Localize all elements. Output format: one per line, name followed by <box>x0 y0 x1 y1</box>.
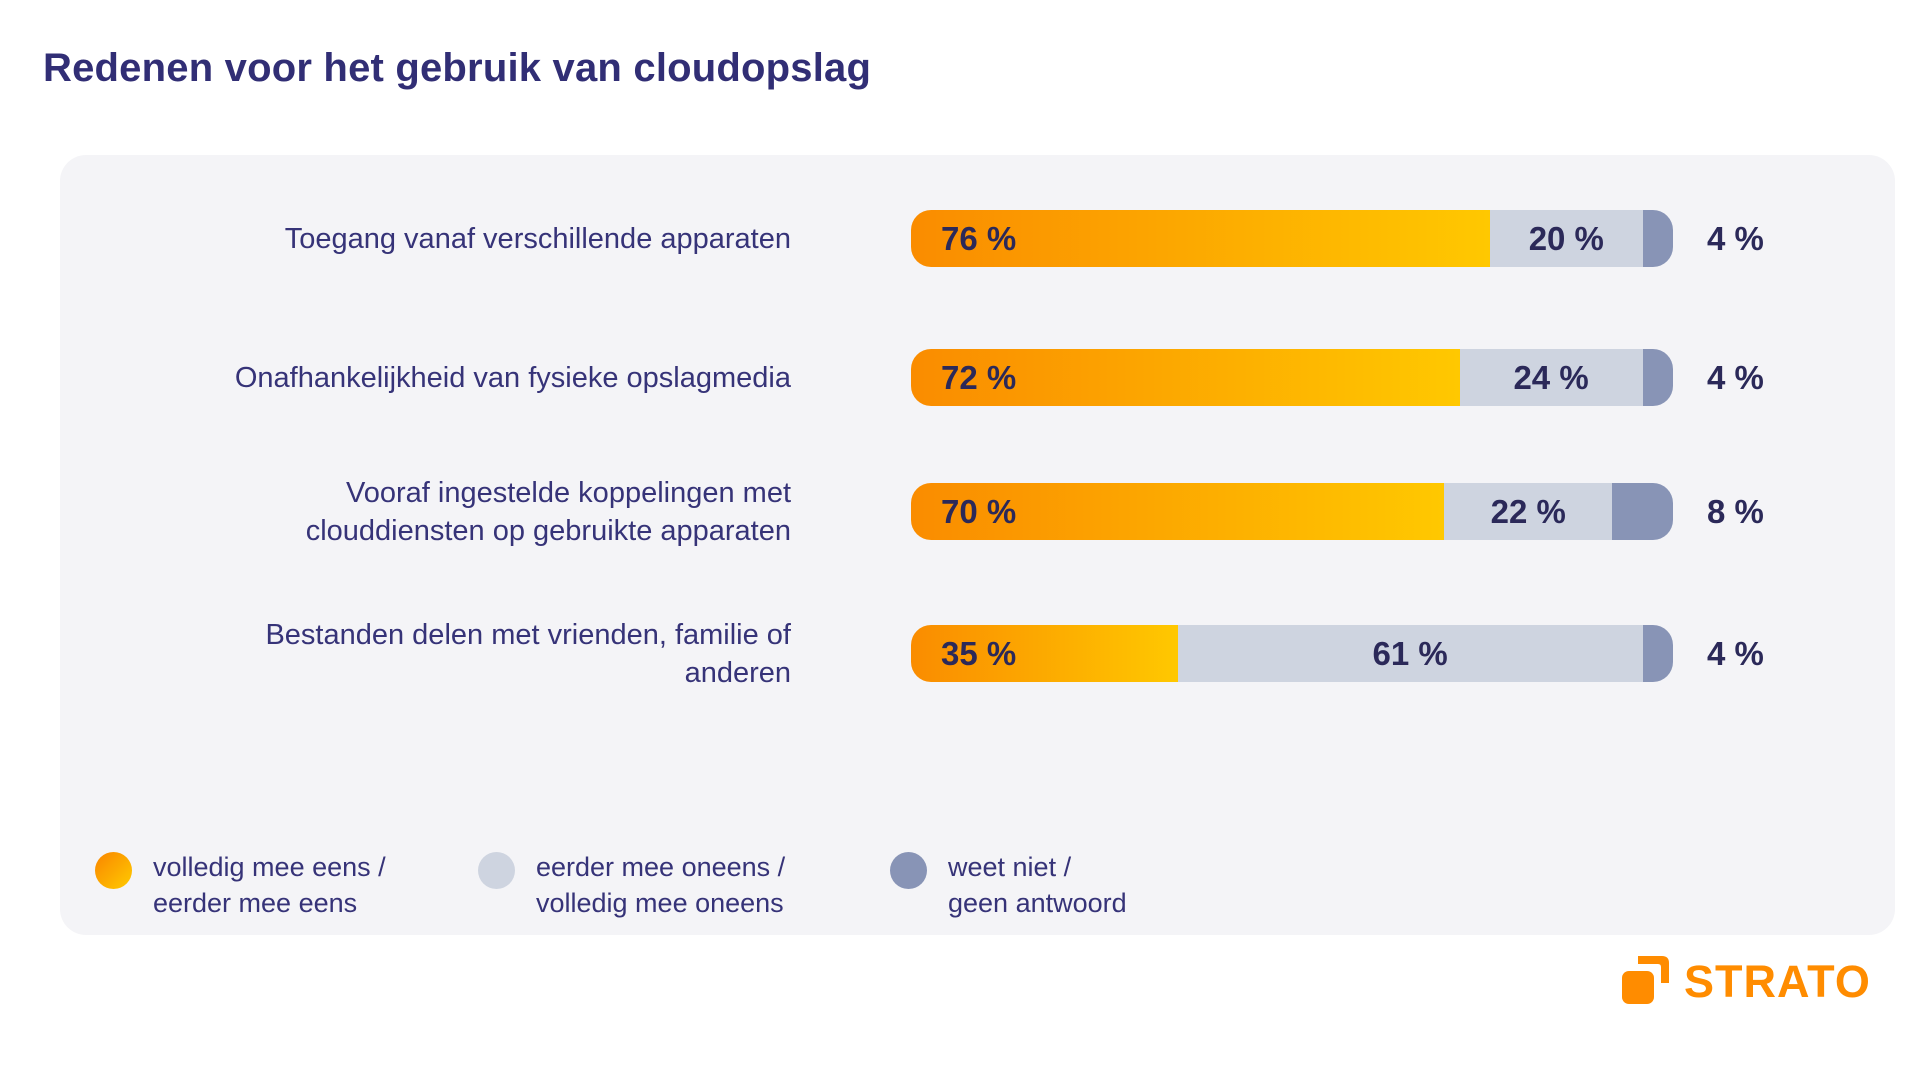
segment-unknown <box>1642 349 1673 406</box>
segment-disagree: 61 % <box>1177 625 1643 682</box>
value-label-disagree: 24 % <box>1513 358 1589 396</box>
segment-agree: 35 % <box>911 625 1178 682</box>
stacked-bar: 35 % 61 % <box>911 625 1673 682</box>
category-label: Onafhankelijkheid van fysieke opslagmedi… <box>234 361 791 394</box>
legend-item-agree: volledig mee eens / eerder mee eens <box>95 849 386 921</box>
category-label: Vooraf ingestelde koppelingen met cloudd… <box>305 476 791 547</box>
stacked-bar: 76 % 20 % <box>911 210 1673 267</box>
stacked-bar: 72 % 24 % <box>911 349 1673 406</box>
value-label-agree: 70 % <box>941 492 1017 530</box>
bar-row: Onafhankelijkheid van fysieke opslagmedi… <box>60 349 1895 406</box>
legend-dot-agree-icon <box>95 852 132 889</box>
value-label-disagree: 22 % <box>1490 492 1566 530</box>
strato-logo-icon <box>1622 956 1669 1004</box>
strato-wordmark: STRATO <box>1684 956 1871 1007</box>
segment-disagree: 24 % <box>1459 349 1643 406</box>
value-label-agree: 76 % <box>941 219 1017 257</box>
category-label: Toegang vanaf verschillende apparaten <box>284 222 791 255</box>
value-label-disagree: 61 % <box>1372 634 1448 672</box>
category-label: Bestanden delen met vrienden, familie of… <box>265 618 791 689</box>
segment-disagree: 22 % <box>1444 483 1613 540</box>
legend-label: weet niet / geen antwoord <box>948 852 1127 918</box>
legend-dot-unknown-icon <box>890 852 927 889</box>
value-label-unknown: 4 % <box>1707 358 1764 396</box>
page-title: Redenen voor het gebruik van cloudopslag <box>43 46 872 90</box>
bar-row: Toegang vanaf verschillende apparaten 76… <box>60 210 1895 267</box>
strato-logo: STRATO <box>1622 956 1871 1004</box>
legend-label: volledig mee eens / eerder mee eens <box>153 852 386 918</box>
legend-item-disagree: eerder mee oneens / volledig mee oneens <box>478 849 785 921</box>
segment-agree: 70 % <box>911 483 1445 540</box>
legend-item-unknown: weet niet / geen antwoord <box>890 849 1127 921</box>
value-label-disagree: 20 % <box>1528 219 1604 257</box>
segment-unknown <box>1642 625 1673 682</box>
value-label-agree: 72 % <box>941 358 1017 396</box>
legend-label: eerder mee oneens / volledig mee oneens <box>536 852 786 918</box>
value-label-unknown: 4 % <box>1707 219 1764 257</box>
segment-unknown <box>1642 210 1673 267</box>
value-label-unknown: 4 % <box>1707 634 1764 672</box>
legend-dot-disagree-icon <box>478 852 515 889</box>
segment-agree: 72 % <box>911 349 1460 406</box>
stacked-bar: 70 % 22 % <box>911 483 1673 540</box>
value-label-unknown: 8 % <box>1707 492 1764 530</box>
value-label-agree: 35 % <box>941 634 1017 672</box>
chart-panel: Toegang vanaf verschillende apparaten 76… <box>60 155 1895 935</box>
segment-unknown <box>1612 483 1673 540</box>
bar-row: Bestanden delen met vrienden, familie of… <box>60 619 1895 689</box>
bar-row: Vooraf ingestelde koppelingen met cloudd… <box>60 477 1895 547</box>
segment-agree: 76 % <box>911 210 1491 267</box>
segment-disagree: 20 % <box>1490 210 1643 267</box>
